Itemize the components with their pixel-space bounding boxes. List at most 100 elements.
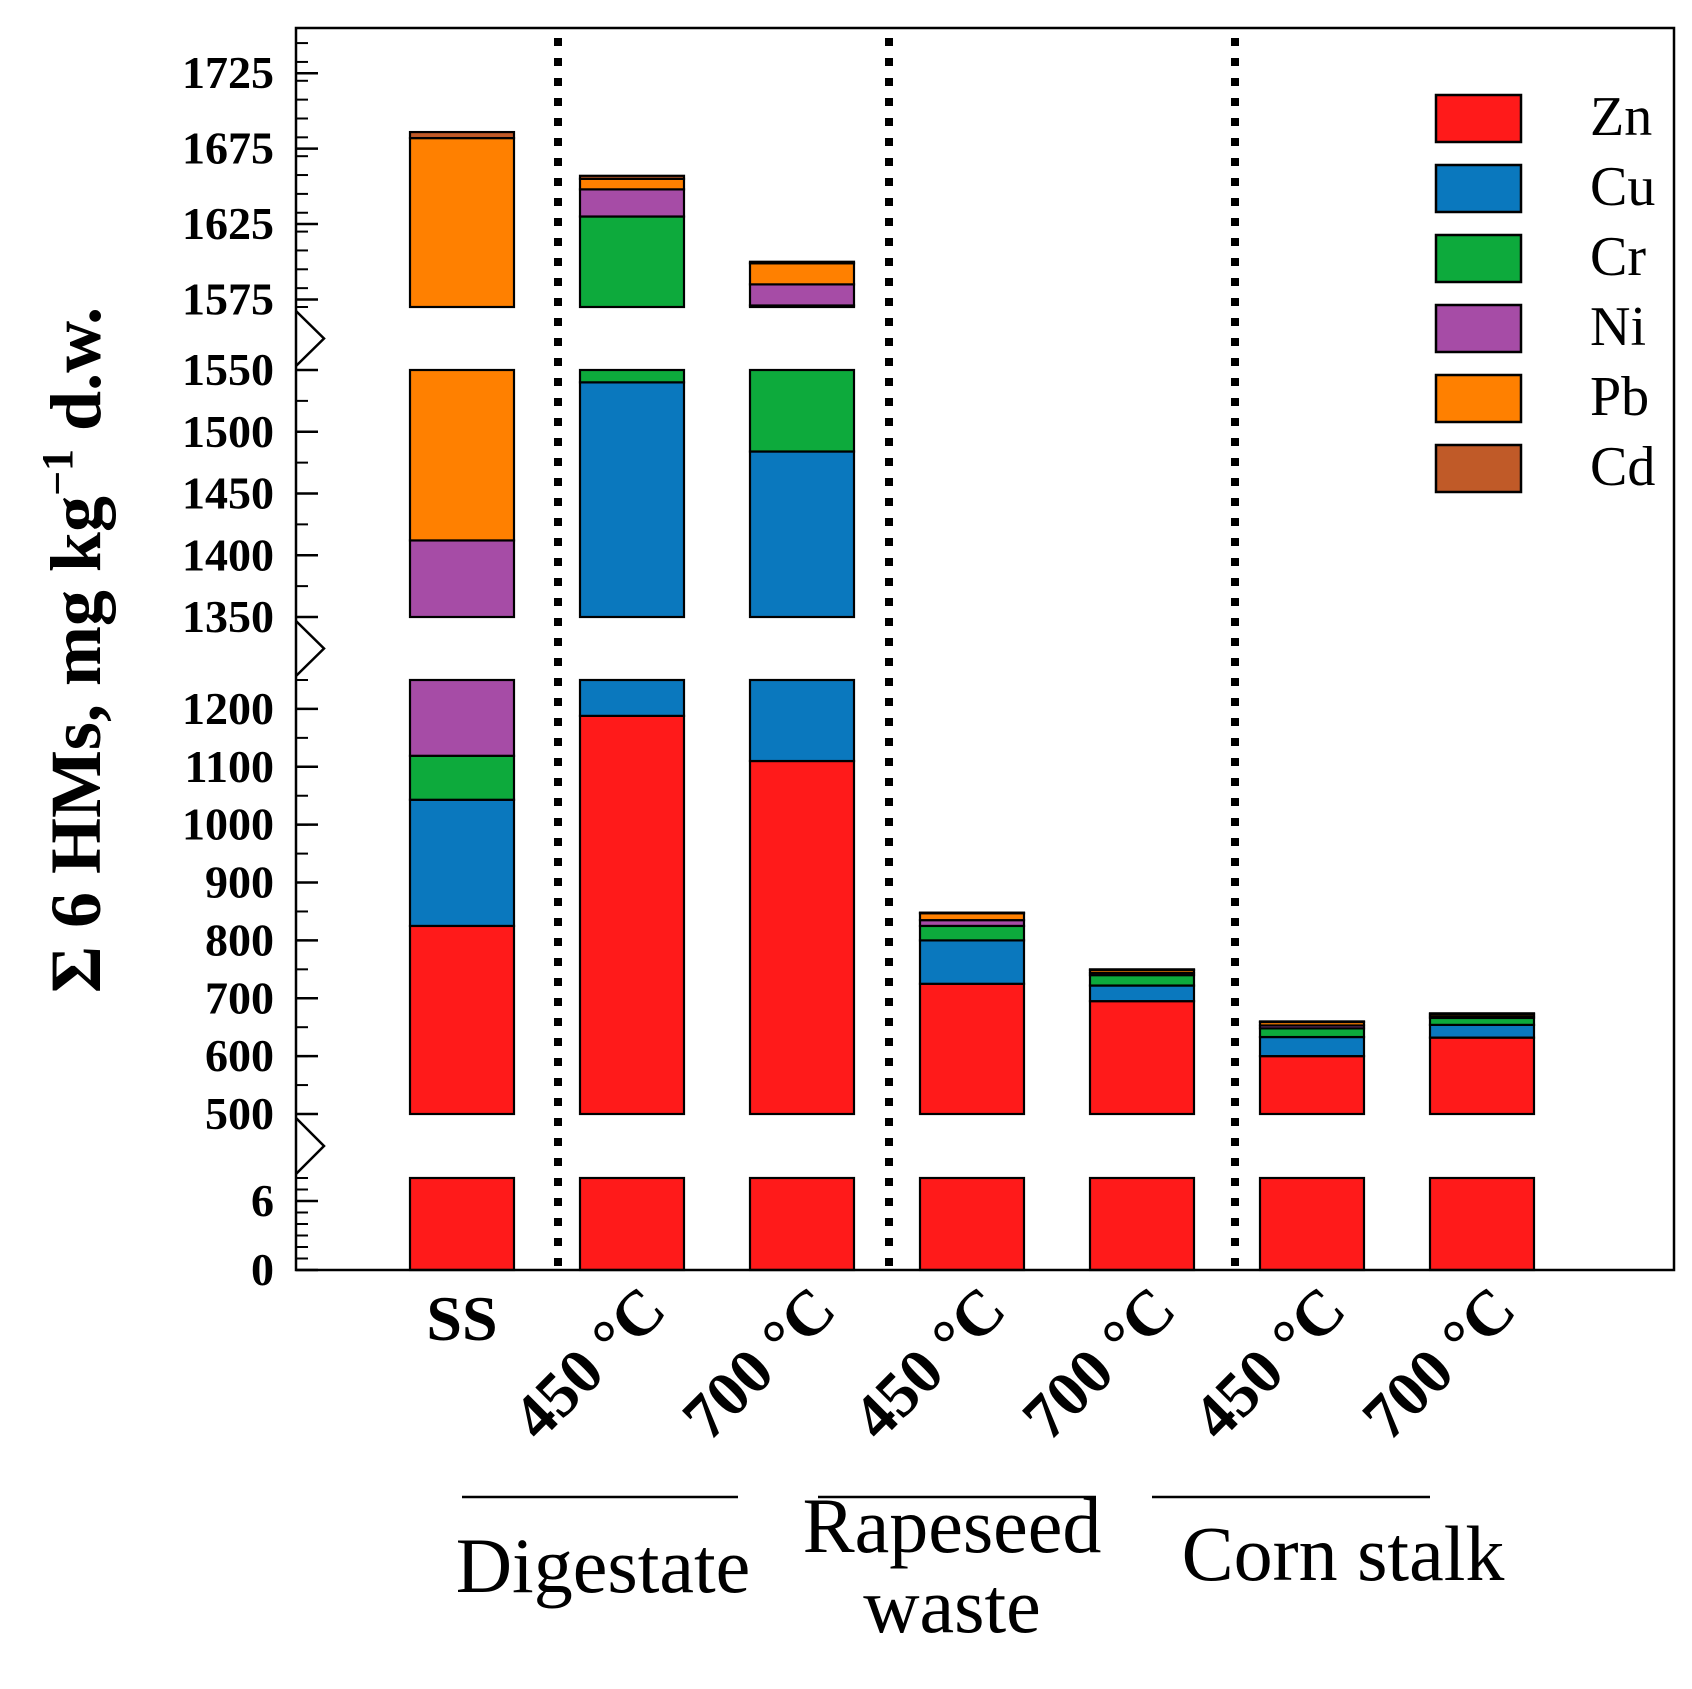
legend-swatch-cd bbox=[1434, 443, 1523, 494]
y-tick-label-6: 900 bbox=[205, 857, 274, 908]
y-tick-label-5: 800 bbox=[205, 914, 274, 965]
plot-frame bbox=[294, 26, 1676, 1272]
y-tick-label-14: 1550 bbox=[182, 344, 274, 395]
axis-breaks bbox=[290, 308, 326, 1177]
legend-label-zn: Zn bbox=[1590, 86, 1652, 148]
bar-cr-0 bbox=[408, 754, 516, 801]
legend-label-cu: Cu bbox=[1590, 156, 1655, 218]
bar-cd-0 bbox=[408, 130, 516, 140]
y-tick-label-16: 1625 bbox=[182, 198, 274, 249]
y-axis-label-sup: −1 bbox=[33, 449, 82, 496]
bar-cd-5 bbox=[1258, 1020, 1366, 1024]
axes bbox=[294, 26, 1676, 1499]
legend: Zn Cu Cr Ni Pb Cd bbox=[1434, 86, 1655, 498]
bar-zn-2 bbox=[748, 759, 856, 1116]
y-axis-label: Σ 6 HMs, mg kg−1 d.w. bbox=[33, 307, 116, 993]
legend-label-ni: Ni bbox=[1590, 296, 1646, 358]
bar-pb-0 bbox=[408, 136, 516, 309]
y-tick-label-1: 6 bbox=[251, 1175, 274, 1226]
bar-zn-3 bbox=[918, 982, 1026, 1116]
bar-cu-2 bbox=[748, 678, 856, 763]
bar-cu-5 bbox=[1258, 1035, 1366, 1058]
group-label-1-1: waste bbox=[863, 1562, 1041, 1649]
legend-label-pb: Pb bbox=[1590, 366, 1649, 428]
y-tick-label-13: 1500 bbox=[182, 406, 274, 457]
bar-cu-1 bbox=[578, 678, 686, 717]
bar-cr-3 bbox=[918, 924, 1026, 942]
group-label-1-0: Rapeseed bbox=[803, 1482, 1102, 1569]
axis-break-zigzag-0 bbox=[295, 1117, 326, 1175]
bars-layer bbox=[408, 130, 1536, 1272]
bar-cd-6 bbox=[1428, 1012, 1536, 1015]
bar-zn-1 bbox=[578, 714, 686, 1116]
x-tick-label-6: 700 °C bbox=[1349, 1273, 1529, 1453]
bar-cd-2 bbox=[748, 260, 856, 265]
bar-zn-2 bbox=[748, 1176, 856, 1272]
bar-zn-5 bbox=[1258, 1055, 1366, 1116]
axis-break-zigzag-2 bbox=[295, 310, 326, 367]
group-label-0: Digestate bbox=[456, 1522, 751, 1609]
bar-ni-0 bbox=[408, 539, 516, 619]
y-axis-label-tail: d.w. bbox=[36, 307, 116, 449]
bar-cr-1 bbox=[578, 215, 686, 309]
bar-cr-1 bbox=[578, 368, 686, 384]
y-tick-label-9: 1200 bbox=[182, 683, 274, 734]
y-tick-label-8: 1100 bbox=[185, 741, 274, 792]
bar-cd-4 bbox=[1088, 968, 1196, 972]
bar-cr-5 bbox=[1258, 1027, 1366, 1039]
bar-zn-4 bbox=[1088, 1176, 1196, 1272]
bar-cu-6 bbox=[1428, 1023, 1536, 1039]
bar-zn-0 bbox=[408, 924, 516, 1116]
bar-ni-1 bbox=[578, 188, 686, 218]
bar-pb-1 bbox=[578, 177, 686, 191]
bar-zn-6 bbox=[1428, 1036, 1536, 1116]
x-tick-label-2: 700 °C bbox=[669, 1273, 849, 1453]
bar-cu-0 bbox=[408, 798, 516, 928]
x-tick-label-0: SS bbox=[426, 1283, 497, 1354]
y-tick-label-12: 1450 bbox=[182, 468, 274, 519]
bar-zn-5 bbox=[1258, 1176, 1366, 1272]
legend-swatch-pb bbox=[1434, 373, 1523, 424]
legend-swatch-cu bbox=[1434, 163, 1523, 214]
legend-swatch-cr bbox=[1434, 233, 1523, 284]
y-tick-label-10: 1350 bbox=[182, 591, 274, 642]
y-tick-label-2: 500 bbox=[205, 1088, 274, 1139]
x-tick-label-5: 450 °C bbox=[1179, 1273, 1359, 1453]
bar-ni-0 bbox=[408, 678, 516, 757]
bar-ni-2 bbox=[748, 283, 856, 307]
legend-label-cd: Cd bbox=[1590, 436, 1655, 498]
bar-zn-6 bbox=[1428, 1176, 1536, 1272]
y-tick-label-0: 0 bbox=[251, 1244, 274, 1295]
x-tick-label-3: 450 °C bbox=[839, 1273, 1019, 1453]
bar-cu-3 bbox=[918, 939, 1026, 985]
x-tick-label-4: 700 °C bbox=[1009, 1273, 1189, 1453]
legend-swatch-ni bbox=[1434, 303, 1523, 354]
bar-cu-2 bbox=[748, 450, 856, 619]
y-tick-label-11: 1400 bbox=[182, 529, 274, 580]
y-tick-label-4: 700 bbox=[205, 972, 274, 1023]
group-label-2: Corn stalk bbox=[1182, 1510, 1505, 1597]
y-axis-label-main: Σ 6 HMs, mg kg bbox=[36, 496, 116, 993]
x-tick-label-1: 450 °C bbox=[499, 1273, 679, 1453]
y-tick-label-18: 1725 bbox=[182, 47, 274, 98]
bar-zn-1 bbox=[578, 1176, 686, 1272]
legend-label-cr: Cr bbox=[1590, 226, 1646, 288]
bar-cr-4 bbox=[1088, 974, 1196, 987]
y-tick-label-7: 1000 bbox=[182, 799, 274, 850]
bar-cu-1 bbox=[578, 381, 686, 619]
bar-zn-4 bbox=[1088, 1000, 1196, 1116]
bar-pb-2 bbox=[748, 262, 856, 286]
bar-cr-2 bbox=[748, 368, 856, 453]
bar-cd-1 bbox=[578, 174, 686, 180]
bar-cu-4 bbox=[1088, 984, 1196, 1003]
bar-zn-3 bbox=[918, 1176, 1026, 1272]
bar-pb-0 bbox=[408, 368, 516, 542]
y-tick-label-17: 1675 bbox=[182, 123, 274, 174]
axis-break-zigzag-1 bbox=[295, 620, 326, 677]
bar-zn-0 bbox=[408, 1176, 516, 1272]
y-tick-label-15: 1575 bbox=[182, 273, 274, 324]
bar-cd-3 bbox=[918, 911, 1026, 915]
y-tick-label-3: 600 bbox=[205, 1030, 274, 1081]
legend-swatch-zn bbox=[1434, 93, 1523, 144]
